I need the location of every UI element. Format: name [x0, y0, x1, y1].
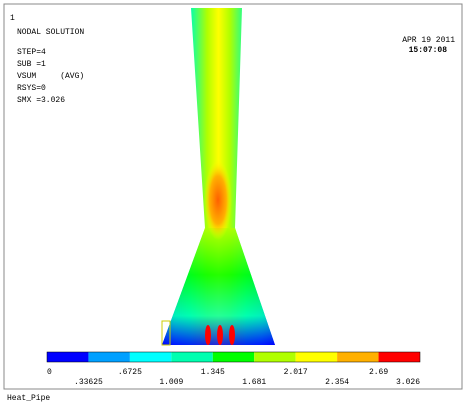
hot-spot	[204, 160, 232, 240]
info-line: VSUM (AVG)	[17, 72, 84, 81]
legend-swatch	[378, 352, 420, 362]
legend-swatch	[129, 352, 172, 362]
info-line: RSYS=0	[17, 84, 46, 93]
legend-label: 2.354	[325, 378, 349, 387]
info-line: SMX =3.026	[17, 96, 65, 105]
legend-label: 1.681	[242, 378, 266, 387]
legend-label: 0	[47, 368, 52, 377]
legend-swatch	[337, 352, 379, 362]
legend-label: 3.026	[396, 378, 420, 387]
legend-label: 1.009	[159, 378, 183, 387]
legend-label: 2.017	[284, 368, 308, 377]
legend-label: .6725	[118, 368, 142, 377]
footer: Heat_Pipe	[7, 394, 50, 403]
info-line: STEP=4	[17, 48, 46, 57]
pipe-cone	[162, 228, 275, 345]
time: 15:07:08	[409, 46, 448, 55]
info-line: SUB =1	[17, 60, 46, 69]
legend-label: 2.69	[369, 368, 388, 377]
heat-source	[217, 325, 223, 345]
legend-swatch	[254, 352, 296, 362]
legend-swatch	[212, 352, 255, 362]
legend-swatch	[47, 352, 89, 362]
legend-swatch	[295, 352, 338, 362]
legend-label: 1.345	[201, 368, 225, 377]
legend-label: .33625	[74, 378, 103, 387]
heat-source	[229, 325, 235, 345]
legend-swatch	[88, 352, 130, 362]
date: APR 19 2011	[402, 36, 455, 45]
window-id: 1	[10, 14, 15, 23]
title: NODAL SOLUTION	[17, 28, 84, 37]
legend-swatch	[171, 352, 213, 362]
heat-source	[205, 325, 211, 345]
legend-frame	[46, 351, 421, 363]
triad	[161, 320, 171, 346]
